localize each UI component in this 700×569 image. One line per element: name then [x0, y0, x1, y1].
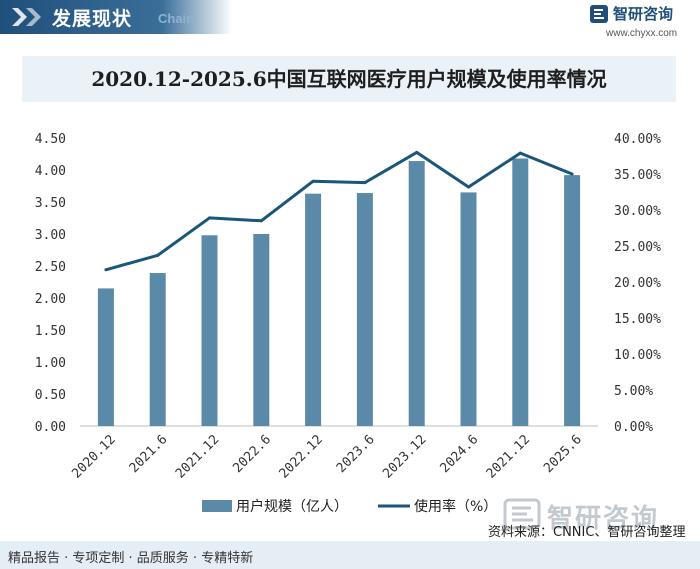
y-left-tick-label: 4.50 [35, 132, 66, 147]
footer-tagline: 精品报告 · 专项定制 · 品质服务 · 专精特新 [8, 551, 254, 566]
y-right-tick-label: 30.00% [614, 204, 661, 219]
line-point [311, 179, 315, 183]
line-point [518, 151, 522, 155]
bar [305, 193, 322, 426]
usage-rate-line [105, 150, 573, 272]
x-tick-label: 2022.12 [277, 432, 326, 481]
x-tick-label: 2021.12 [484, 432, 533, 481]
y-right-tick-label: 25.00% [614, 240, 661, 255]
legend-bar-label: 用户规模（亿人） [236, 498, 348, 515]
brand-logo-icon [590, 5, 608, 23]
y-left-tick-label: 3.50 [35, 196, 66, 211]
legend-line-label: 使用率（%） [414, 498, 497, 515]
line-point [208, 216, 211, 220]
y-left-tick-label: 1.50 [35, 324, 66, 339]
line-point [467, 185, 470, 189]
x-tick-label: 2021.6 [127, 432, 171, 476]
y-left-tick-label: 2.00 [35, 292, 66, 307]
legend-bar-swatch [202, 500, 232, 512]
x-tick-label: 2023.12 [380, 432, 429, 481]
section-title: 发展现状 [52, 8, 133, 30]
bar [201, 235, 218, 426]
y-left-tick-label: 2.50 [35, 260, 66, 275]
line-point [363, 181, 367, 185]
x-tick-label: 2024.6 [438, 432, 482, 476]
bar [408, 161, 425, 427]
section-subtitle: Chain [158, 11, 195, 26]
bar [253, 234, 270, 426]
header: 发展现状 Chain 智研咨询 www.chyxx.com [0, 0, 700, 42]
y-left-tick-label: 0.50 [35, 388, 66, 403]
y-left-tick-label: 1.00 [35, 356, 66, 371]
line-point [104, 268, 108, 272]
chevron-right-icon [12, 8, 41, 26]
line-point [156, 253, 160, 257]
brand-name: 智研咨询 [613, 5, 674, 23]
y-left-tick-label: 3.00 [35, 228, 66, 243]
watermark-logo-icon [503, 498, 541, 530]
bar [460, 192, 477, 426]
chart-title: 2020.12-2025.6中国互联网医疗用户规模及使用率情况 [91, 67, 607, 91]
chart-title-band: 2020.12-2025.6中国互联网医疗用户规模及使用率情况 [22, 56, 676, 102]
x-tick-label: 2020.12 [69, 432, 118, 481]
y-right-tick-label: 0.00% [614, 420, 653, 435]
y-right-tick-label: 35.00% [614, 168, 661, 183]
x-tick-label: 2023.6 [334, 432, 378, 476]
brand-url: www.chyxx.com [606, 28, 678, 39]
y-left-tick-label: 4.00 [35, 164, 66, 179]
source-note: 资料来源：CNNIC、智研咨询整理 [488, 525, 686, 540]
line-point [570, 172, 574, 176]
y-right-tick-label: 5.00% [614, 384, 653, 399]
bar [149, 273, 166, 426]
bar [564, 175, 581, 426]
line-point [415, 150, 419, 154]
y-right-tick-label: 10.00% [614, 348, 661, 363]
watermark-brand: 智研咨询 [547, 504, 660, 534]
x-tick-label: 2025.6 [541, 432, 585, 476]
x-tick-label: 2022.6 [230, 432, 274, 476]
y-left-tick-label: 0.00 [35, 420, 66, 435]
y-right-tick-label: 20.00% [614, 276, 661, 291]
footer-bar: 精品报告 · 专项定制 · 品质服务 · 专精特新 [0, 541, 700, 569]
bar [97, 288, 114, 426]
x-tick-label: 2021.12 [173, 432, 222, 481]
y-right-tick-label: 15.00% [614, 312, 661, 327]
line-point [259, 219, 263, 223]
y-right-tick-label: 40.00% [614, 132, 661, 147]
bar [512, 158, 529, 427]
bar [356, 193, 373, 426]
